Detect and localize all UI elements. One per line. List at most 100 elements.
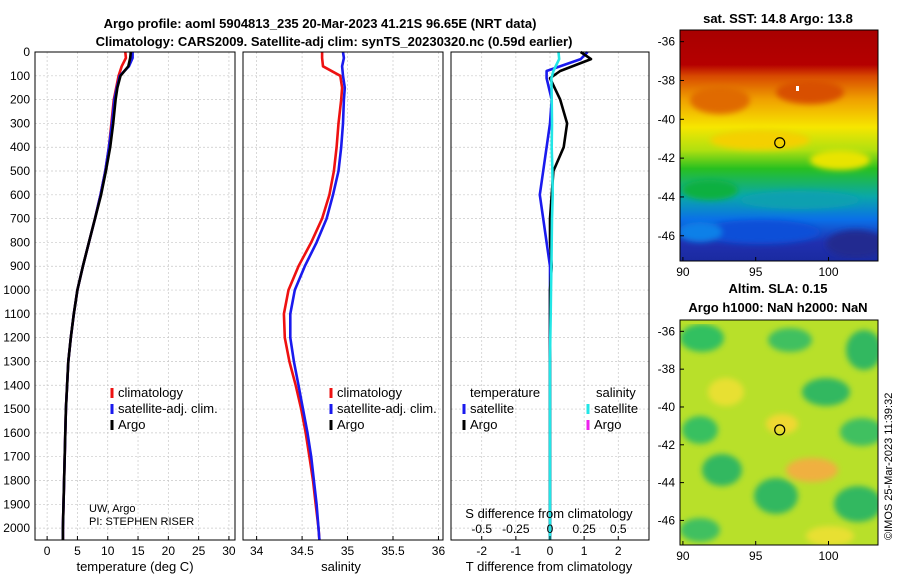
series-line-temperature-argo: [548, 50, 593, 540]
difference-legend-salinity: salinity satellite Argo: [586, 385, 638, 432]
depth-tick-label: 1500: [3, 402, 30, 416]
sla-heatmap: [680, 320, 878, 545]
difference-lines: [538, 50, 593, 540]
x-tick-label: 10: [101, 544, 115, 558]
map-lat-label: -40: [658, 112, 676, 126]
map-lat-label: -36: [658, 324, 676, 338]
difference-legend-temperature: temperature satellite Argo: [462, 385, 540, 432]
series-line-argo: [61, 51, 133, 540]
sla-blobs: [680, 324, 878, 545]
map-lat-label: -44: [658, 190, 676, 204]
legend-label-t-argo: Argo: [470, 417, 497, 432]
depth-tick-label: 500: [10, 164, 30, 178]
sla-map-ticks: 90 95 100 -36 -38 -40 -42 -44 -46: [658, 324, 839, 563]
sst-eddies: [680, 80, 878, 258]
legend-label-t-satellite: satellite: [470, 401, 514, 416]
legend-label-climatology: climatology: [118, 385, 184, 400]
temperature-grid: [35, 51, 235, 540]
depth-tick-label: 800: [10, 235, 30, 249]
x-tick-label: 15: [131, 544, 145, 558]
legend-title-temperature: temperature: [470, 385, 540, 400]
x-tick-label: 20: [162, 544, 176, 558]
x-tick-label: 35.5: [381, 544, 405, 558]
argo-location-marker-sst: [774, 137, 786, 149]
depth-tick-label: 1700: [3, 450, 30, 464]
salinity-lines: [282, 51, 347, 541]
map-lat-label: -44: [658, 476, 676, 490]
x-tick-label: 35: [341, 544, 355, 558]
depth-tick-label: 1400: [3, 378, 30, 392]
sst-heatmap: [680, 30, 878, 261]
map-lat-label: -40: [658, 400, 676, 414]
temperature-lines: [61, 51, 134, 540]
series-line-satellite-adj-clim: [288, 51, 347, 541]
map-lon-label: 95: [749, 265, 763, 279]
sst-map-ticks: 90 95 100 -36 -38 -40 -42 -44 -46: [658, 35, 839, 279]
salinity-axes-frame: [242, 51, 444, 541]
sla-map-title-line1: Altim. SLA: 0.15: [729, 281, 828, 296]
depth-tick-label: 1200: [3, 331, 30, 345]
depth-tick-label: 1100: [4, 307, 30, 321]
x-tick-label: 0: [547, 544, 554, 558]
series-line-salinity-satellite: [548, 51, 561, 540]
annotation-uw-argo: UW, Argo: [89, 503, 135, 515]
depth-tick-label: 200: [10, 93, 30, 107]
map-lat-label: -38: [658, 73, 676, 87]
map-lon-label: 90: [676, 265, 690, 279]
x-tick-label: 1: [581, 544, 588, 558]
series-line-satellite-adj-clim: [61, 52, 134, 540]
x-tick-label: -2: [476, 544, 487, 558]
difference-x-ticks: -2 -1 0 1 2: [476, 536, 622, 558]
difference-s-ticks: -0.5 -0.25 0 0.25 0.5: [471, 522, 627, 536]
legend-label-satellite: satellite-adj. clim.: [118, 401, 218, 416]
s-tick-label: 0.25: [572, 522, 596, 536]
depth-tick-label: 900: [10, 259, 30, 273]
map-lon-label: 90: [676, 549, 690, 563]
sst-map-title: sat. SST: 14.8 Argo: 13.8: [703, 11, 853, 26]
depth-tick-label: 1000: [3, 283, 30, 297]
depth-tick-label: 400: [10, 140, 30, 154]
difference-top-label: S difference from climatology: [465, 506, 633, 521]
sst-map-frame: [679, 29, 879, 262]
depth-tick-label: 1900: [3, 497, 30, 511]
legend-label-s-argo: Argo: [594, 417, 621, 432]
temperature-x-ticks: 0 5 10 15 20 25 30: [44, 536, 236, 558]
imos-credit: ©IMOS 25-Mar-2023 11:39:32: [883, 393, 895, 540]
legend-label-s-satellite: satellite: [594, 401, 638, 416]
legend-label-argo: Argo: [337, 417, 364, 432]
depth-tick-label: 1300: [3, 354, 30, 368]
figure-title-line1: Argo profile: aoml 5904813_235 20-Mar-20…: [104, 16, 537, 31]
depth-tick-label: 2000: [3, 521, 30, 535]
depth-tick-label: 1600: [3, 426, 30, 440]
x-tick-label: 5: [74, 544, 81, 558]
series-line-climatology: [61, 51, 128, 540]
depth-tick-label: 0: [23, 45, 30, 59]
x-tick-label: 34: [250, 544, 264, 558]
depth-tick-label: 600: [10, 188, 30, 202]
s-tick-label: -0.5: [471, 522, 492, 536]
depth-ticks: 0 100 200 300 400 500 600 700 800 900 1000 1100 1200…: [3, 45, 30, 535]
x-tick-label: 30: [222, 544, 236, 558]
salinity-legend: climatology satellite-adj. clim. Argo: [329, 385, 437, 432]
legend-title-salinity: salinity: [596, 385, 636, 400]
map-lon-label: 100: [818, 265, 838, 279]
salinity-x-ticks: 34 34.5 35 35.5 36: [250, 536, 445, 558]
salinity-xlabel: salinity: [321, 559, 361, 574]
s-tick-label: 0.5: [610, 522, 627, 536]
map-lat-label: -46: [658, 229, 676, 243]
s-tick-label: -0.25: [502, 522, 530, 536]
salinity-panel: 34 34.5 35 35.5 36 salinity climatology sate…: [242, 51, 445, 574]
depth-tick-label: 300: [10, 116, 30, 130]
sla-map-title-line2: Argo h1000: NaN h2000: NaN: [688, 300, 867, 315]
map-lon-label: 95: [749, 549, 763, 563]
series-line-climatology: [282, 52, 344, 541]
legend-label-satellite: satellite-adj. clim.: [337, 401, 437, 416]
sla-map-frame: [679, 319, 879, 546]
s-tick-label: 0: [547, 522, 554, 536]
argo-location-marker-sla: [774, 424, 786, 436]
depth-tick-label: 100: [10, 69, 30, 83]
map-lat-label: -36: [658, 35, 676, 49]
sla-map-panel: Altim. SLA: 0.15 Argo h1000: NaN h2000: …: [658, 281, 879, 563]
temperature-panel: 0 5 10 15 20 25 30 0 100 200 300 400 500 600 700 800 90…: [3, 45, 236, 574]
